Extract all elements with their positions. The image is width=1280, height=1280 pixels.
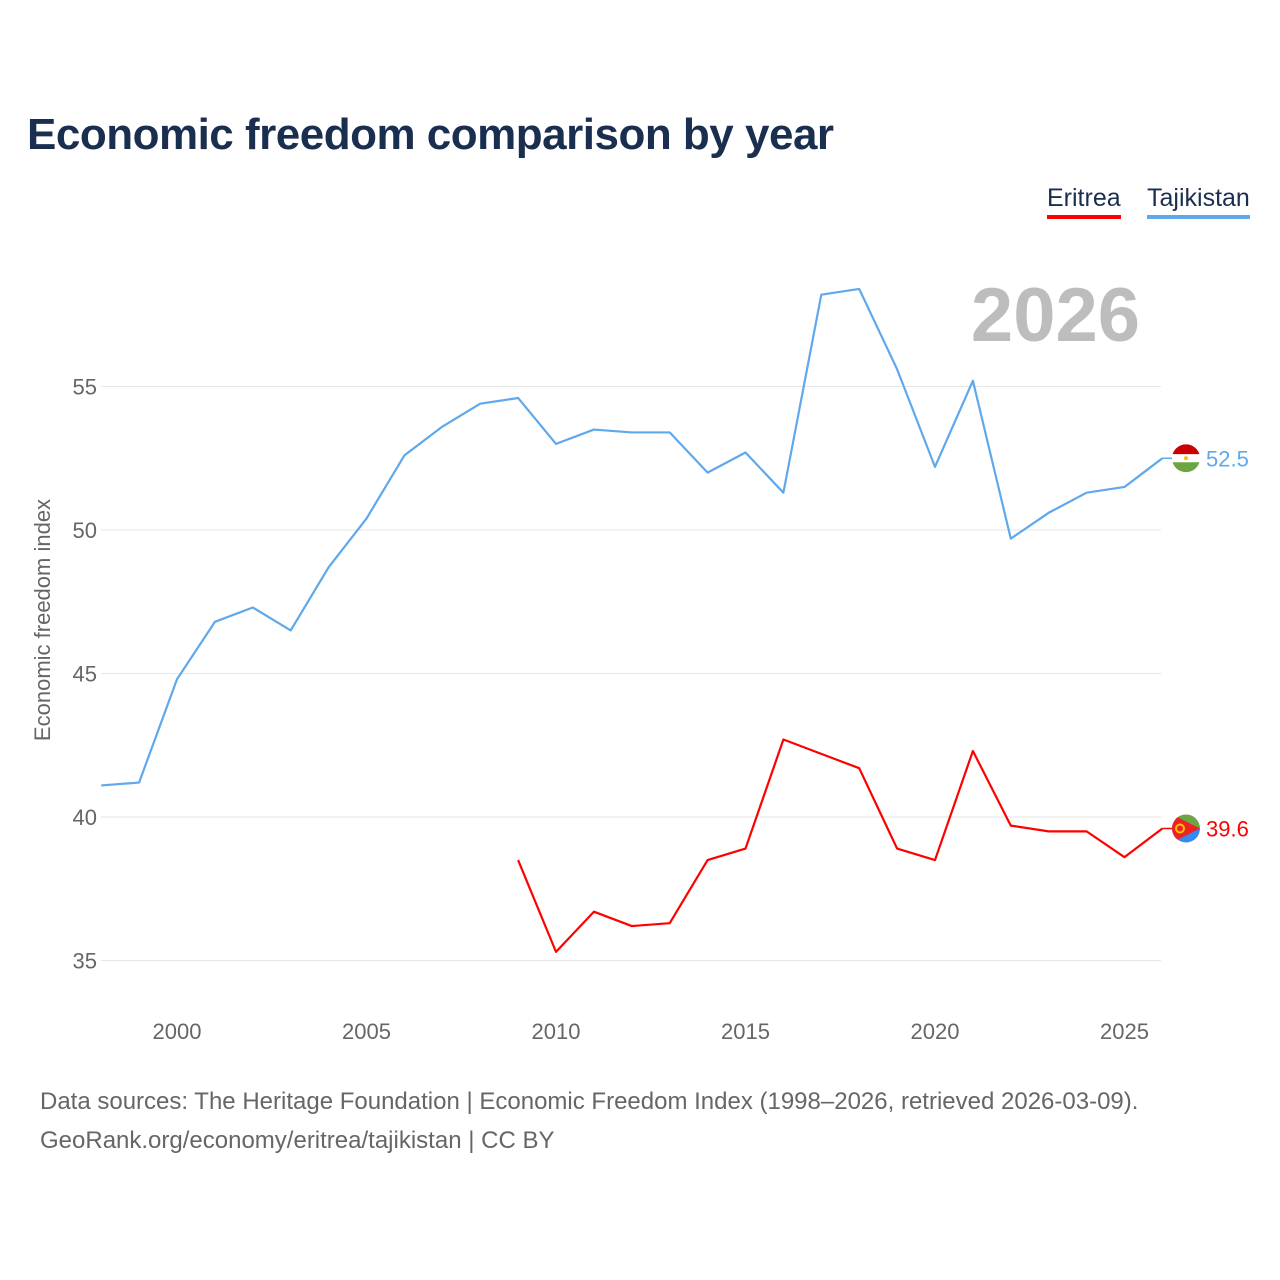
- data-point[interactable]: [591, 427, 597, 433]
- x-tick-label: 2010: [532, 1019, 581, 1044]
- data-point[interactable]: [401, 452, 407, 458]
- x-tick-label: 2015: [721, 1019, 770, 1044]
- data-point[interactable]: [932, 857, 938, 863]
- data-point[interactable]: [970, 378, 976, 384]
- data-point[interactable]: [667, 429, 673, 435]
- data-point[interactable]: [894, 366, 900, 372]
- data-point[interactable]: [553, 441, 559, 447]
- data-point[interactable]: [364, 516, 370, 522]
- data-point[interactable]: [818, 292, 824, 298]
- data-point[interactable]: [780, 490, 786, 496]
- data-point[interactable]: [629, 429, 635, 435]
- data-point[interactable]: [1122, 484, 1128, 490]
- data-point[interactable]: [780, 737, 786, 743]
- year-watermark: 2026: [971, 273, 1140, 358]
- x-tick-label: 2020: [911, 1019, 960, 1044]
- chart-title: Economic freedom comparison by year: [27, 110, 834, 159]
- data-point[interactable]: [818, 751, 824, 757]
- data-point[interactable]: [98, 782, 104, 788]
- x-tick-label: 2005: [342, 1019, 391, 1044]
- data-point[interactable]: [1008, 823, 1014, 829]
- data-point[interactable]: [439, 424, 445, 430]
- data-point[interactable]: [894, 846, 900, 852]
- end-value-label: 52.5: [1206, 446, 1249, 471]
- series-line-eritrea[interactable]: [517, 738, 1164, 953]
- data-point[interactable]: [591, 909, 597, 915]
- data-point[interactable]: [174, 676, 180, 682]
- data-point[interactable]: [856, 765, 862, 771]
- x-tick-label: 2000: [153, 1019, 202, 1044]
- data-point[interactable]: [1046, 828, 1052, 834]
- footer-sources: Data sources: The Heritage Foundation | …: [40, 1088, 1139, 1115]
- data-point[interactable]: [288, 627, 294, 633]
- data-point[interactable]: [970, 748, 976, 754]
- legend-eritrea[interactable]: Eritrea: [1047, 184, 1121, 219]
- data-point[interactable]: [326, 564, 332, 570]
- data-point[interactable]: [515, 857, 521, 863]
- data-point[interactable]: [212, 619, 218, 625]
- data-point[interactable]: [477, 401, 483, 407]
- eritrea-flag-icon: [1172, 814, 1200, 843]
- data-point[interactable]: [667, 920, 673, 926]
- data-point[interactable]: [136, 780, 142, 786]
- data-point[interactable]: [629, 923, 635, 929]
- data-point[interactable]: [743, 846, 749, 852]
- data-point[interactable]: [1046, 510, 1052, 516]
- series-line-tajikistan[interactable]: [101, 287, 1164, 787]
- data-point[interactable]: [553, 949, 559, 955]
- data-point[interactable]: [1084, 490, 1090, 496]
- y-tick-label: 45: [73, 662, 97, 687]
- data-point[interactable]: [1008, 536, 1014, 542]
- data-point[interactable]: [1122, 854, 1128, 860]
- data-point[interactable]: [856, 286, 862, 292]
- data-point[interactable]: [743, 450, 749, 456]
- tajikistan-flag-icon: [1172, 444, 1200, 473]
- data-point[interactable]: [932, 464, 938, 470]
- legend-tajikistan[interactable]: Tajikistan: [1147, 184, 1250, 219]
- data-point[interactable]: [515, 395, 521, 401]
- data-point[interactable]: [1084, 828, 1090, 834]
- data-point[interactable]: [250, 604, 256, 610]
- y-tick-label: 35: [73, 949, 97, 974]
- data-point[interactable]: [705, 470, 711, 476]
- data-point[interactable]: [705, 857, 711, 863]
- footer-credit[interactable]: GeoRank.org/economy/eritrea/tajikistan |…: [40, 1127, 555, 1154]
- y-axis-label: Economic freedom index: [30, 499, 55, 741]
- y-tick-label: 55: [73, 375, 97, 400]
- y-tick-label: 40: [73, 805, 97, 830]
- y-tick-label: 50: [73, 518, 97, 543]
- end-value-label: 39.6: [1206, 816, 1249, 841]
- x-tick-label: 2025: [1100, 1019, 1149, 1044]
